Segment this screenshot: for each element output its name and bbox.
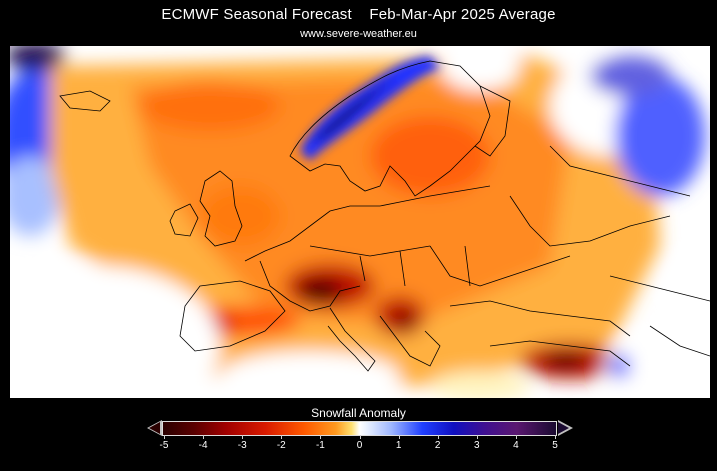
colorbar-tickmark xyxy=(203,435,205,439)
colorbar-tickmark xyxy=(398,435,400,439)
colorbar-tick-label: 2 xyxy=(434,440,441,451)
colorbar-tick-label: -3 xyxy=(237,440,247,451)
scandinavia-positive-band xyxy=(300,56,440,161)
colorbar-tickmark xyxy=(437,435,439,439)
colorbar-tickmark xyxy=(476,435,478,439)
colorbar-tickmark xyxy=(320,435,322,439)
colorbar-tick-label: -2 xyxy=(276,440,286,451)
colorbar-tick-label: 3 xyxy=(474,440,480,451)
colorbar-tickmark xyxy=(164,435,165,439)
colorbar-tick-label: 5 xyxy=(552,440,558,451)
colorbar-tickmark xyxy=(515,435,517,439)
colorbar-tick-label: 0 xyxy=(356,440,363,451)
colorbar-min-arrow-fill xyxy=(149,422,160,434)
colorbar-tick-label: -1 xyxy=(315,440,325,451)
colorbar-tick-label: -5 xyxy=(159,440,169,451)
colorbar-tick-label: 4 xyxy=(513,440,519,451)
map-canvas xyxy=(10,46,710,398)
colorbar-tickmark xyxy=(555,435,556,439)
website-label: www.severe-weather.eu xyxy=(300,28,417,40)
country-borders xyxy=(59,60,710,372)
snowfall-anomaly-map xyxy=(10,46,710,398)
colorbar-max-arrow-fill xyxy=(558,422,569,434)
colorbar-tick-label: -4 xyxy=(198,440,208,451)
legend-title: Snowfall Anomaly xyxy=(311,406,406,420)
colorbar-tick-label: 1 xyxy=(395,440,402,451)
colorbar-ticks: -5 -4 -3 -2 -1 0 1 2 3 4 5 xyxy=(0,435,717,458)
colorbar-tickmark xyxy=(242,435,244,439)
map-title: ECMWF Seasonal Forecast Feb-Mar-Apr 2025… xyxy=(161,6,556,23)
colorbar-tickmark xyxy=(281,435,283,439)
colorbar-tickmark xyxy=(359,435,361,439)
colorbar xyxy=(162,421,557,436)
